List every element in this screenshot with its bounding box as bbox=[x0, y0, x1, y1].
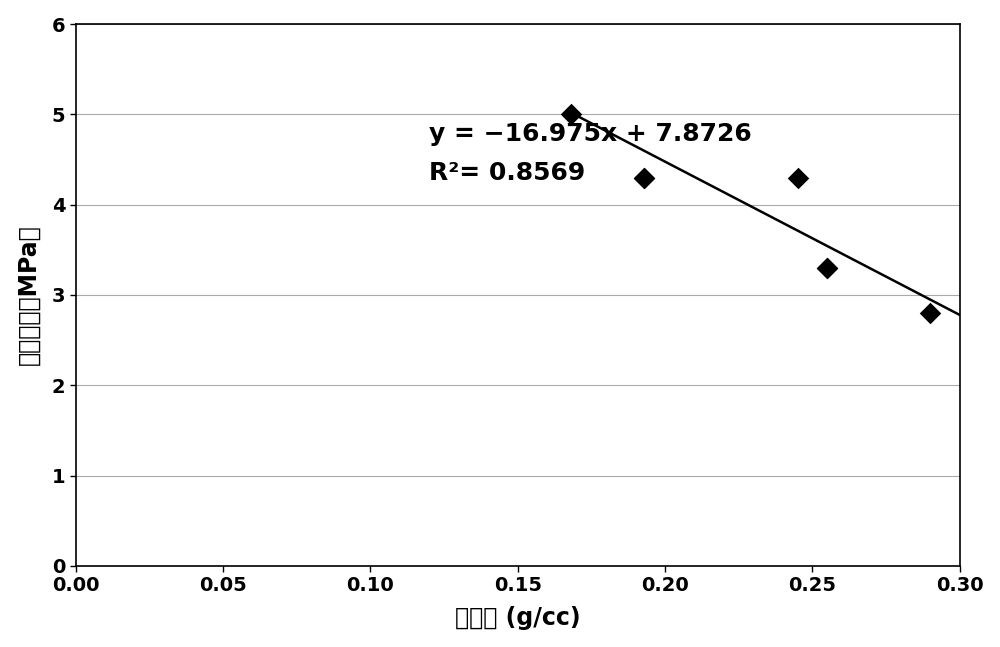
X-axis label: 堆密度 (g/cc): 堆密度 (g/cc) bbox=[455, 606, 580, 630]
Text: y = −16.975x + 7.8726: y = −16.975x + 7.8726 bbox=[429, 122, 752, 146]
Point bbox=[636, 173, 652, 183]
Text: R²= 0.8569: R²= 0.8569 bbox=[429, 161, 586, 185]
Point bbox=[922, 308, 938, 318]
Point bbox=[819, 263, 835, 273]
Point bbox=[636, 173, 652, 183]
Point bbox=[790, 173, 806, 183]
Y-axis label: 拉伸强度（MPa）: 拉伸强度（MPa） bbox=[17, 225, 41, 366]
Point bbox=[819, 263, 835, 273]
Point bbox=[563, 109, 579, 120]
